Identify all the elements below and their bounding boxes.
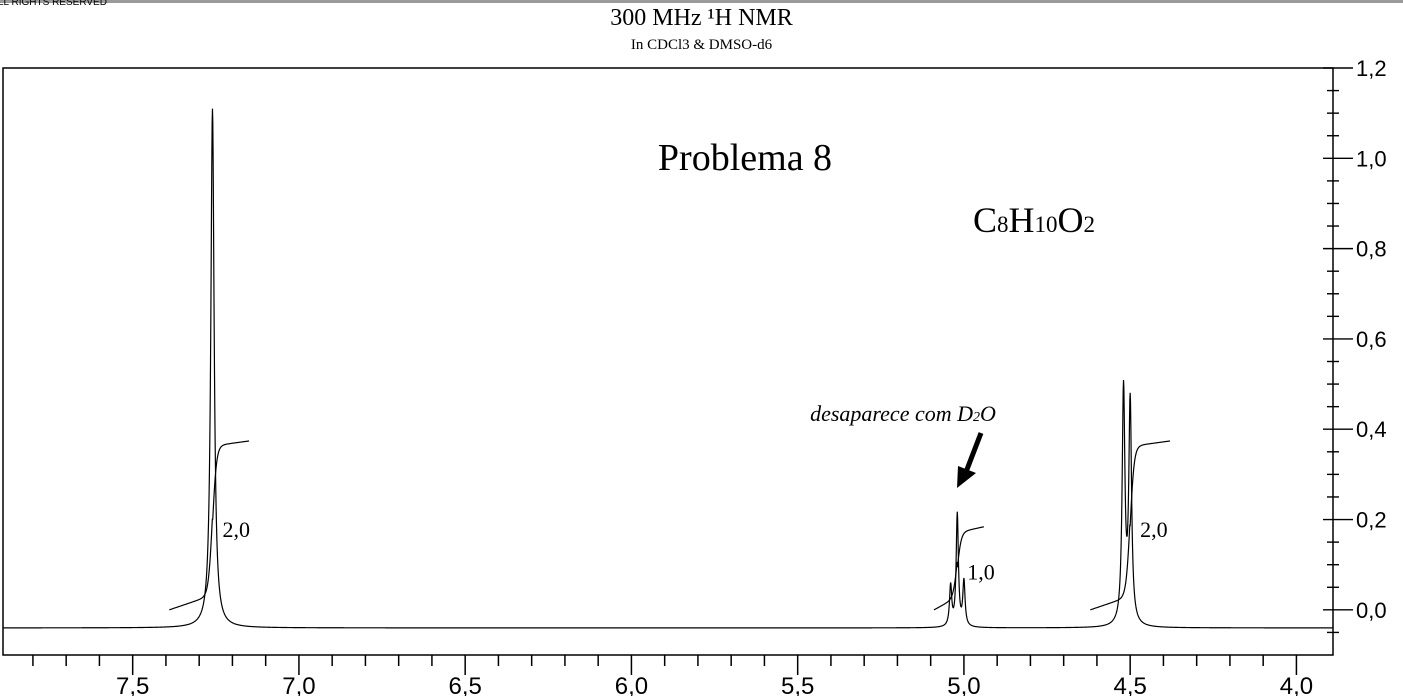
rights-notice: LL RIGHTS RESERVED [0,0,107,8]
molecular-formula: C8H10O2 [973,200,1095,240]
y-tick-label: 0,8 [1356,237,1387,262]
integral-curve [169,440,250,611]
x-tick-label: 7,0 [282,673,315,696]
spectrum-trace [3,108,1333,629]
x-tick-label: 4,0 [1280,673,1313,696]
x-tick-label: 6,0 [615,673,648,696]
spectrum-title: 300 MHz ¹H NMR [610,5,793,31]
x-tick-label: 5,0 [947,673,980,696]
chart-title: Problema 8 [658,137,832,179]
x-tick-label: 4,5 [1113,673,1146,696]
integral-label: 2,0 [1140,517,1168,542]
x-tick-label: 6,5 [448,673,481,696]
integral-curve [1090,440,1171,611]
y-axis-ticks: 1,2 1,0 0,8 0,6 0,4 0,2 0,0 [1323,56,1387,634]
y-tick-label: 1,0 [1356,146,1387,171]
top-border [0,0,1403,3]
y-tick-label: 0,2 [1356,508,1387,533]
y-tick-label: 0,6 [1356,327,1387,352]
d2o-annotation: desaparece com D2O [810,401,996,426]
integral-curves: 2,0 1,0 2,0 [169,440,1171,611]
x-axis-ticks: 7,5 7,0 6,5 6,0 5,5 5,0 4,5 4,0 [32,655,1313,696]
y-tick-label: 0,0 [1356,598,1387,623]
integral-label: 1,0 [967,560,995,585]
integral-label: 2,0 [222,517,250,542]
integral-curve [933,526,985,611]
arrow-icon [957,432,984,488]
y-tick-label: 1,2 [1356,56,1387,81]
solvent-subtitle: In CDCl3 & DMSO-d6 [630,37,773,53]
y-tick-label: 0,4 [1356,417,1387,442]
x-tick-label: 7,5 [116,673,149,696]
x-tick-label: 5,5 [781,673,814,696]
